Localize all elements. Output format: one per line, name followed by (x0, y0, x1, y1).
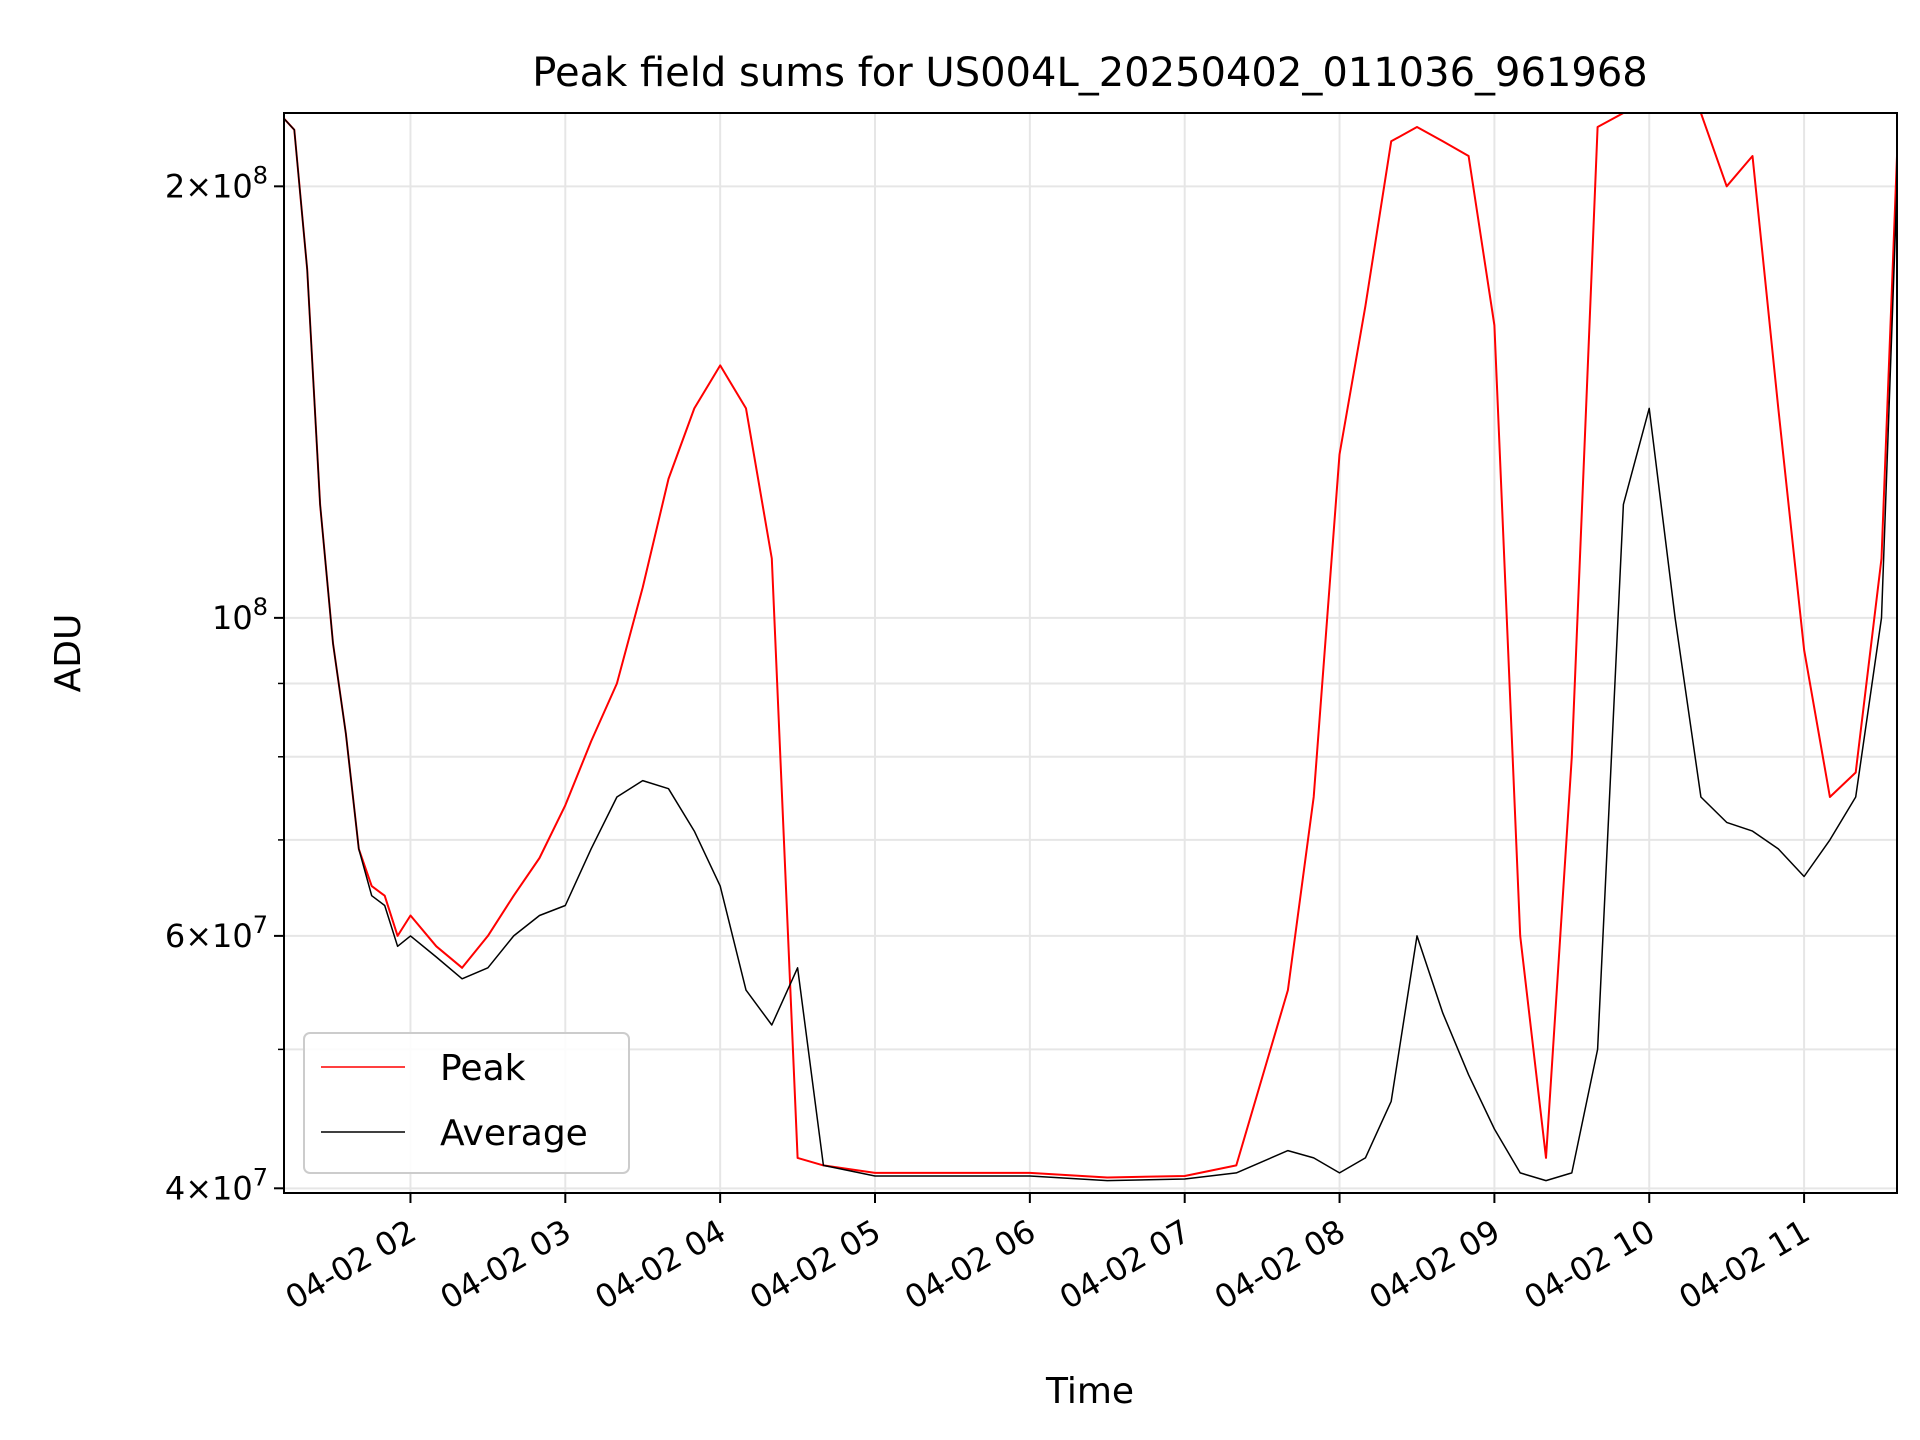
plot-frame (283, 112, 1898, 1194)
legend-box (303, 1032, 630, 1174)
x-axis-label: Time (1045, 1371, 1134, 1412)
y-tick-label: 4×107 (165, 1163, 268, 1207)
chart-title: Peak field sums for US004L_20250402_0110… (532, 50, 1647, 96)
legend-label-peak: Peak (440, 1048, 526, 1089)
y-tick-label: 108 (212, 593, 268, 637)
series-line-average (283, 118, 1898, 1182)
legend: Peak Average (303, 1032, 630, 1174)
legend-label-average: Average (440, 1113, 588, 1154)
y-axis-ticks: 4×107 6×107 108 2×108 (165, 161, 284, 1207)
y-axis-label: ADU (48, 614, 89, 693)
y-tick-label: 2×108 (165, 161, 268, 205)
y-tick-label: 6×107 (165, 911, 268, 955)
